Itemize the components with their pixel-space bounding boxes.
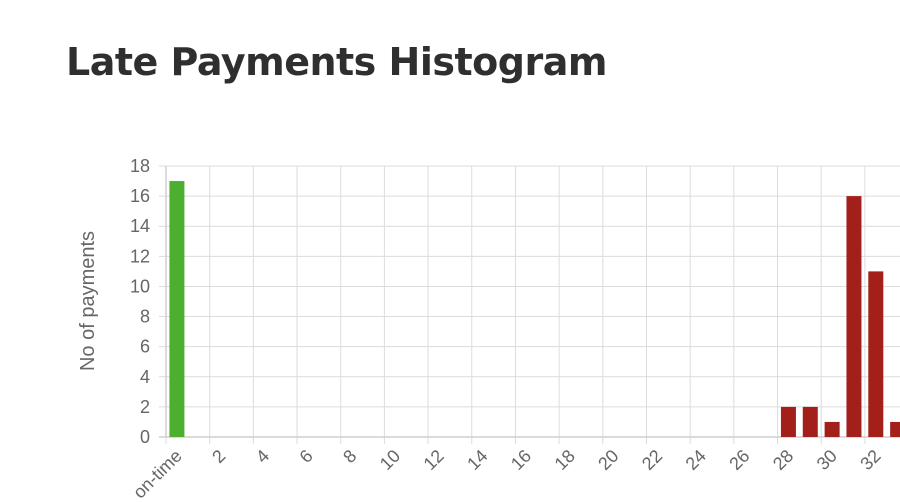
y-axis-label: No of payments [77, 231, 99, 371]
y-tick-label: 8 [140, 307, 150, 327]
x-tick-label: 18 [551, 446, 579, 474]
y-tick-label: 16 [130, 186, 150, 206]
grid-lines [159, 165, 900, 444]
y-tick-label: 18 [130, 156, 150, 176]
bar-28[interactable] [780, 406, 796, 437]
x-tick-label: 28 [769, 446, 797, 474]
x-tick-label: 10 [376, 446, 404, 474]
x-tick-label: 16 [507, 446, 535, 474]
y-tick-label: 2 [140, 397, 150, 417]
bar-29[interactable] [802, 406, 818, 437]
y-tick-label: 0 [140, 427, 150, 447]
bar-33[interactable] [890, 421, 900, 437]
x-tick-label: 30 [813, 446, 841, 474]
y-tick-label: 14 [130, 216, 150, 236]
x-axis-ticks: on-time 2 4 6 8 10 12 14 16 18 20 22 24 26 28 30 32 [129, 446, 884, 502]
y-tick-label: 10 [130, 276, 150, 296]
page-title: Late Payments Histogram [66, 40, 607, 84]
y-tick-label: 12 [130, 246, 150, 266]
bar-on-time[interactable] [169, 181, 185, 437]
bars [169, 181, 900, 437]
y-tick-label: 4 [140, 367, 150, 387]
x-tick-label: 14 [463, 446, 491, 474]
x-tick-label: 2 [208, 446, 229, 467]
x-tick-label: 26 [725, 446, 753, 474]
x-tick-label: 20 [594, 446, 622, 474]
x-tick-label: 24 [682, 446, 710, 474]
x-tick-label: 6 [296, 446, 317, 467]
x-tick-label: 32 [856, 446, 884, 474]
y-axis-ticks: 0 2 4 6 8 10 12 14 16 18 [130, 156, 150, 447]
x-tick-label: on-time [129, 446, 186, 502]
x-tick-label: 8 [339, 446, 360, 467]
y-tick-label: 6 [140, 337, 150, 357]
x-tick-label: 22 [638, 446, 666, 474]
bar-30[interactable] [824, 421, 840, 437]
x-tick-label: 4 [252, 446, 273, 467]
bar-32[interactable] [868, 271, 884, 437]
x-tick-label: 12 [420, 446, 448, 474]
bar-31[interactable] [846, 196, 862, 437]
